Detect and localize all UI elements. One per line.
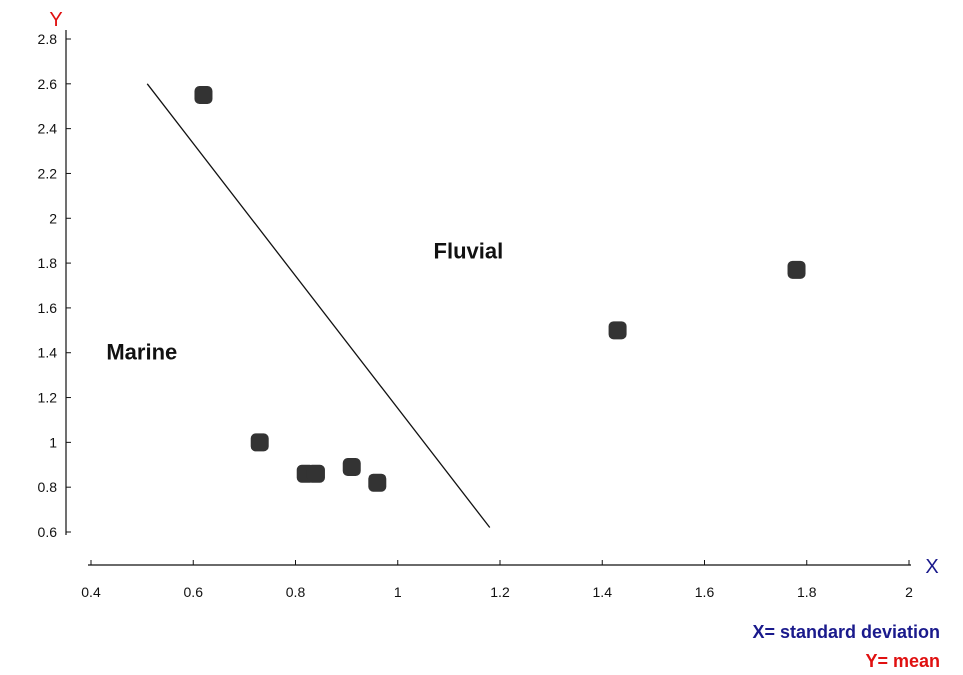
x-tick-label: 1.8 — [797, 584, 817, 600]
y-axis-letter: Y — [49, 9, 62, 31]
data-point — [306, 464, 325, 483]
y-tick-label: 2 — [49, 210, 57, 226]
y-tick-label: 1.8 — [38, 255, 58, 271]
data-points — [194, 86, 806, 492]
x-tick-label: 0.6 — [184, 584, 204, 600]
region-label-fluvial: Fluvial — [434, 239, 504, 264]
y-tick-label: 2.8 — [38, 31, 58, 47]
y-tick-label: 1.2 — [38, 390, 58, 406]
x-tick-label: 0.8 — [286, 584, 306, 600]
x-tick-label: 1 — [394, 584, 402, 600]
region-label-marine: Marine — [106, 339, 177, 364]
legend-y-definition: Y= mean — [865, 651, 940, 671]
data-point — [787, 260, 806, 279]
y-tick-label: 2.4 — [38, 121, 58, 137]
data-point — [368, 473, 387, 492]
x-tick-label: 2 — [905, 584, 913, 600]
y-tick-label: 1.4 — [38, 345, 58, 361]
y-tick-label: 1 — [49, 434, 57, 450]
y-tick-label: 1.6 — [38, 300, 58, 316]
axes — [65, 30, 911, 566]
x-tick-label: 1.6 — [695, 584, 715, 600]
x-tick-label: 1.2 — [490, 584, 510, 600]
data-point — [342, 458, 361, 477]
data-point — [194, 86, 213, 105]
x-axis-letter: X — [925, 556, 938, 578]
y-tick-label: 2.6 — [38, 76, 58, 92]
legend-x-definition: X= standard deviation — [752, 622, 940, 642]
y-tick-label: 0.8 — [38, 479, 58, 495]
y-tick-label: 0.6 — [38, 524, 58, 540]
x-tick-label: 1.4 — [593, 584, 613, 600]
ticks: 0.6 0.8 1 1.2 1.4 1.6 1.8 2 2.2 2.4 2.6 2.8 0.4 0.6 0.… — [38, 31, 914, 600]
divider-line — [146, 83, 491, 528]
data-point — [250, 433, 269, 452]
data-point — [608, 321, 627, 340]
x-tick-label: 0.4 — [81, 584, 101, 600]
region-labels: Fluvial Marine — [106, 239, 503, 365]
y-tick-label: 2.2 — [38, 165, 58, 181]
